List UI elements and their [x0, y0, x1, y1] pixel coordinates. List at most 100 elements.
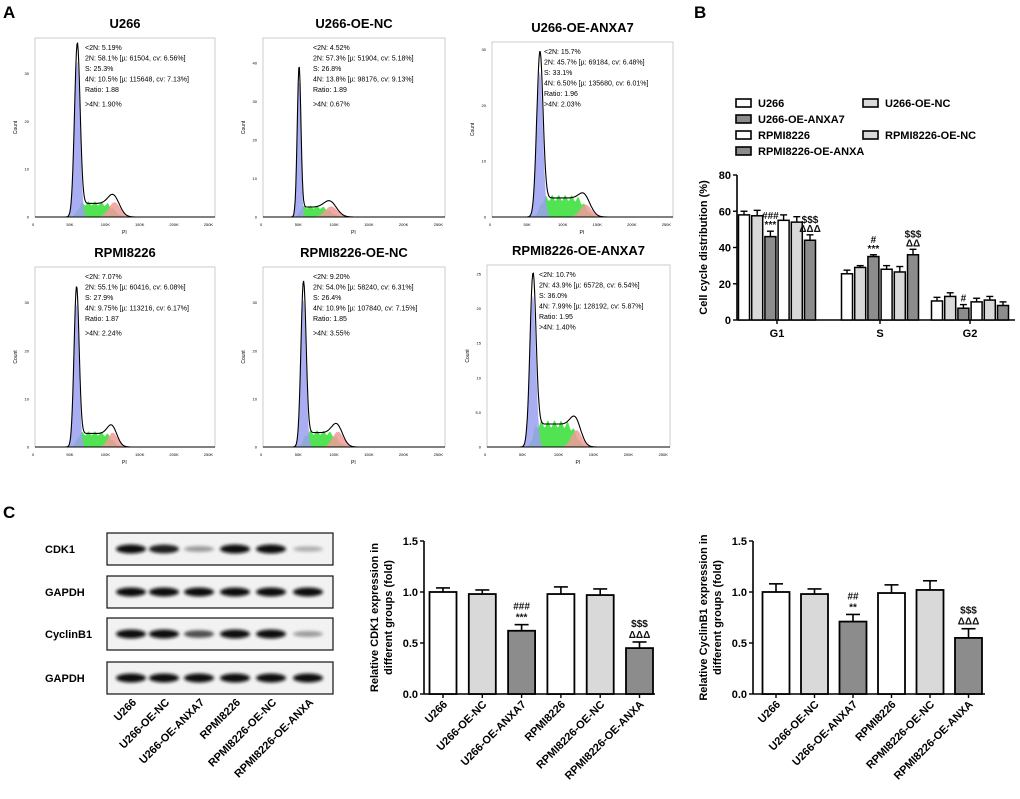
histogram-s-phase-area [35, 431, 215, 447]
histogram-g2-area [487, 430, 670, 447]
significance-mark: ΔΔΔ [629, 630, 651, 641]
histogram-1: U266 0 50K 100K 150K 200K 250K PI 0 10 20 30 Count <2… [13, 16, 216, 236]
legend-label: U266 [758, 98, 784, 110]
stat-s: S: 33.1% [544, 70, 572, 77]
histogram-g2-area [492, 204, 673, 217]
y-tick-label: 0 [484, 215, 487, 220]
stat-s: S: 25.3% [85, 66, 113, 73]
legend-label: U266-OE-NC [885, 98, 950, 110]
bar-0 [428, 591, 458, 695]
y-tick-label: 0 [479, 445, 482, 450]
significance-mark: ### [762, 211, 779, 222]
y-tick-label: 15 [477, 341, 482, 346]
y-tick-label: 0 [27, 445, 30, 450]
y-axis-label: Count [13, 350, 19, 364]
blot-band [220, 629, 250, 639]
stat-over4n: >4N: 1.90% [85, 102, 122, 109]
histogram-6: RPMI8226-OE-ANXA7 0 50K 100K 150K 200K 250K PI 0… [465, 243, 671, 466]
significance-mark: ΔΔ [906, 238, 920, 249]
bar-2 [838, 620, 868, 695]
y-tick-label: 40 [719, 243, 731, 255]
blot-band [293, 546, 323, 552]
stat-g2: 4N: 6.50% [µ: 135680, cv: 6.01%] [544, 81, 648, 88]
stat-s: S: 26.4% [313, 295, 341, 302]
x-tick-label: 150K [135, 452, 145, 457]
blot-band [184, 545, 214, 553]
stat-sub2n: <2N: 9.20% [313, 274, 350, 281]
stat-over4n: >4N: 1.40% [539, 325, 576, 332]
y-axis-label: Cell cycle distribution (%) [698, 180, 710, 315]
y-tick-label: 1.0 [732, 587, 747, 599]
blot-band [116, 544, 146, 554]
bar-1 [800, 593, 829, 695]
blot-band [220, 544, 250, 554]
y-axis-label: Count [465, 349, 471, 363]
histogram-title: U266-OE-NC [315, 16, 393, 31]
bar-S-2 [867, 255, 880, 321]
bar-S-0 [840, 273, 854, 321]
y-tick-label: 1.5 [732, 536, 747, 548]
significance-mark: ΔΔΔ [958, 617, 980, 628]
x-tick-label: 100K [101, 222, 111, 227]
blot-row-label: CyclinB1 [45, 629, 92, 641]
histogram-title: RPMI8226 [94, 245, 155, 260]
significance-mark: $$$ [905, 229, 922, 240]
histogram-g2-area [263, 206, 445, 217]
stat-g2: 4N: 13.8% [µ: 98176, cv: 9.13%] [313, 77, 414, 84]
histogram-g1-area [35, 304, 215, 447]
y-axis-label: different groups (fold) [383, 560, 395, 675]
stat-over4n: >4N: 2.24% [85, 331, 122, 338]
significance-mark: # [961, 294, 967, 305]
blot-row-label: CDK1 [45, 544, 75, 556]
blot-band [149, 587, 179, 597]
significance-mark: $$$ [631, 619, 648, 630]
panel-c-cyclinb1-chart: 0.0 0.5 1.0 1.5 Relative CyclinB1 expression… [698, 534, 985, 782]
bar-2 [507, 629, 537, 695]
histogram-g1-area [487, 295, 670, 447]
stat-ratio: Ratio: 1.95 [539, 314, 573, 321]
histogram-5: RPMI8226-OE-NC 0 50K 100K 150K 200K 250K PI 0 10 2… [241, 245, 446, 466]
y-axis-label: Count [241, 350, 247, 364]
blot-band [256, 673, 286, 683]
x-tick-label: 100K [329, 452, 339, 457]
blot-band [293, 630, 323, 638]
stat-g2: 4N: 9.75% [µ: 113216, cv: 6.17%] [85, 306, 189, 313]
x-tick-label: 200K [627, 222, 637, 227]
blot-row-label: GAPDH [45, 673, 85, 685]
y-tick-label: 40 [253, 61, 258, 66]
histogram-g2-area [35, 202, 215, 217]
x-tick-label: 50K [524, 222, 531, 227]
significance-mark: ### [513, 602, 530, 613]
y-tick-label: 20 [253, 138, 258, 143]
legend-label: RPMI8226-OE-ANXA [758, 146, 864, 158]
panel-c-western-blot: CDK1GAPDHCyclinB1GAPDHU266U266-OE-NCU266… [45, 532, 334, 780]
panel-label-b: B [694, 3, 706, 22]
x-tick-label: 0 [260, 222, 263, 227]
x-tick-label: 100K [329, 222, 339, 227]
stat-over4n: >4N: 0.67% [313, 102, 350, 109]
bar-S-4 [893, 271, 907, 321]
bar-4 [915, 589, 945, 695]
legend-swatch [735, 146, 752, 156]
y-tick-label: 0 [725, 315, 731, 327]
blot-band [184, 587, 214, 597]
x-axis-label: PI [351, 460, 356, 466]
histogram-title: RPMI8226-OE-NC [300, 245, 408, 260]
x-tick-label: 250K [434, 222, 444, 227]
x-tick-label: U266-OE-ANXA7 [790, 699, 860, 769]
x-tick-label: 50K [519, 452, 526, 457]
blot-band [149, 673, 179, 683]
x-tick-label: G1 [770, 328, 785, 340]
histogram-g2-area [263, 431, 445, 447]
x-tick-label: U266 [756, 699, 783, 726]
blot-band [184, 673, 214, 683]
significance-mark: *** [868, 244, 880, 255]
bar-G1-5 [803, 239, 817, 321]
y-tick-label: 0 [255, 215, 258, 220]
y-tick-label: 10 [477, 375, 482, 380]
histogram-4: RPMI8226 0 50K 100K 150K 200K 250K PI 0 10 20 30 Cou… [13, 245, 216, 466]
y-tick-label: 20 [253, 348, 258, 353]
plot-frame [486, 264, 671, 448]
stat-g1: 2N: 55.1% [µ: 60416, cv: 6.08%] [85, 285, 186, 292]
legend-swatch [735, 130, 752, 140]
